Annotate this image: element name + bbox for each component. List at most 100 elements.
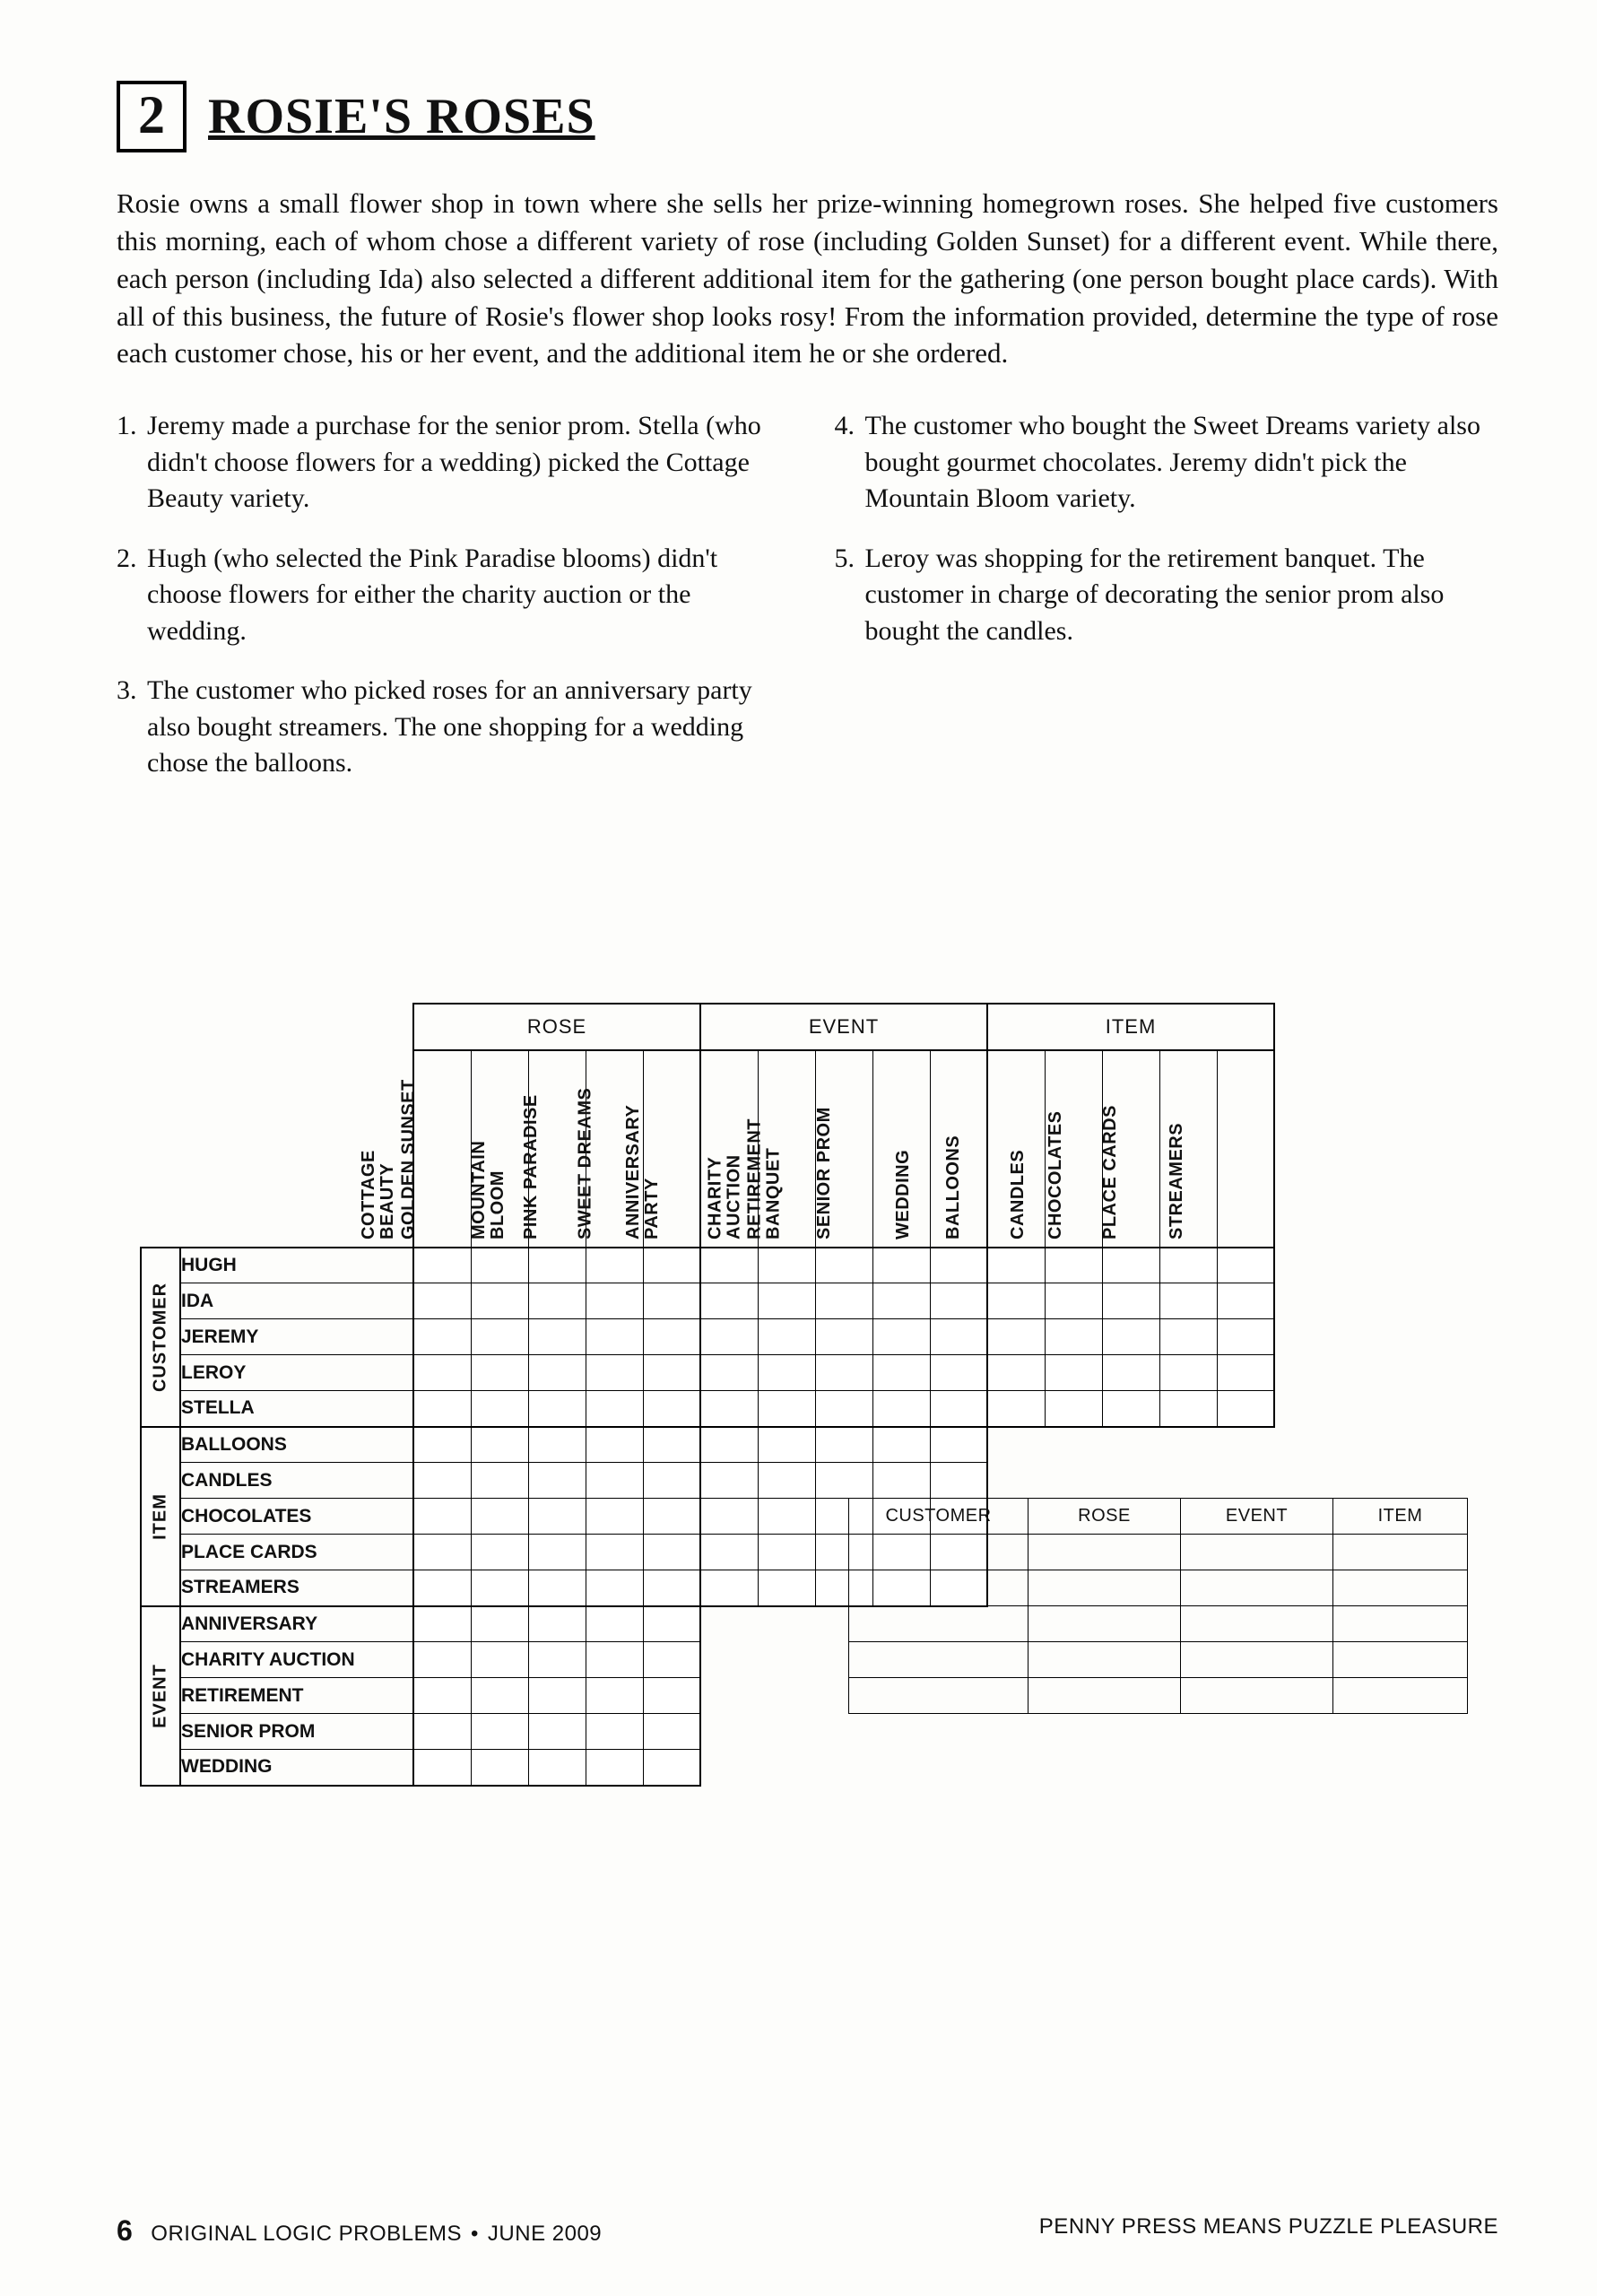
grid-cell[interactable] <box>872 1283 930 1319</box>
grid-cell[interactable] <box>758 1248 815 1283</box>
grid-cell[interactable] <box>1159 1319 1217 1355</box>
grid-cell[interactable] <box>700 1248 758 1283</box>
answer-cell[interactable] <box>849 1677 1029 1713</box>
grid-cell[interactable] <box>528 1714 586 1750</box>
grid-cell[interactable] <box>586 1606 643 1642</box>
grid-cell[interactable] <box>528 1499 586 1535</box>
answer-cell[interactable] <box>1029 1677 1181 1713</box>
answer-cell[interactable] <box>1333 1570 1468 1605</box>
grid-cell[interactable] <box>471 1248 528 1283</box>
grid-cell[interactable] <box>1102 1391 1159 1427</box>
answer-cell[interactable] <box>1333 1534 1468 1570</box>
grid-cell[interactable] <box>1045 1355 1102 1391</box>
grid-cell[interactable] <box>586 1355 643 1391</box>
grid-cell[interactable] <box>872 1391 930 1427</box>
grid-cell[interactable] <box>471 1319 528 1355</box>
grid-cell[interactable] <box>643 1463 700 1499</box>
answer-cell[interactable] <box>1333 1605 1468 1641</box>
grid-cell[interactable] <box>1045 1319 1102 1355</box>
grid-cell[interactable] <box>413 1391 471 1427</box>
grid-cell[interactable] <box>413 1714 471 1750</box>
answer-cell[interactable] <box>1181 1534 1333 1570</box>
grid-cell[interactable] <box>930 1248 987 1283</box>
grid-cell[interactable] <box>700 1283 758 1319</box>
grid-cell[interactable] <box>1217 1283 1274 1319</box>
grid-cell[interactable] <box>872 1427 930 1463</box>
grid-cell[interactable] <box>528 1427 586 1463</box>
grid-cell[interactable] <box>643 1391 700 1427</box>
grid-cell[interactable] <box>413 1535 471 1570</box>
grid-cell[interactable] <box>1159 1248 1217 1283</box>
grid-cell[interactable] <box>586 1750 643 1786</box>
grid-cell[interactable] <box>528 1319 586 1355</box>
grid-cell[interactable] <box>586 1248 643 1283</box>
grid-cell[interactable] <box>528 1283 586 1319</box>
grid-cell[interactable] <box>586 1283 643 1319</box>
grid-cell[interactable] <box>471 1391 528 1427</box>
grid-cell[interactable] <box>528 1642 586 1678</box>
grid-cell[interactable] <box>1159 1283 1217 1319</box>
grid-cell[interactable] <box>872 1355 930 1391</box>
grid-cell[interactable] <box>758 1283 815 1319</box>
grid-cell[interactable] <box>528 1606 586 1642</box>
grid-cell[interactable] <box>413 1319 471 1355</box>
answer-cell[interactable] <box>1029 1605 1181 1641</box>
grid-cell[interactable] <box>758 1535 815 1570</box>
grid-cell[interactable] <box>471 1427 528 1463</box>
grid-cell[interactable] <box>1217 1391 1274 1427</box>
grid-cell[interactable] <box>930 1391 987 1427</box>
grid-cell[interactable] <box>700 1427 758 1463</box>
grid-cell[interactable] <box>643 1642 700 1678</box>
answer-cell[interactable] <box>1333 1677 1468 1713</box>
grid-cell[interactable] <box>987 1319 1045 1355</box>
grid-cell[interactable] <box>643 1427 700 1463</box>
grid-cell[interactable] <box>758 1391 815 1427</box>
grid-cell[interactable] <box>471 1606 528 1642</box>
grid-cell[interactable] <box>643 1499 700 1535</box>
grid-cell[interactable] <box>700 1499 758 1535</box>
grid-cell[interactable] <box>872 1319 930 1355</box>
grid-cell[interactable] <box>471 1750 528 1786</box>
grid-cell[interactable] <box>815 1355 872 1391</box>
grid-cell[interactable] <box>413 1570 471 1606</box>
grid-cell[interactable] <box>758 1570 815 1606</box>
grid-cell[interactable] <box>815 1248 872 1283</box>
grid-cell[interactable] <box>758 1463 815 1499</box>
grid-cell[interactable] <box>471 1678 528 1714</box>
answer-cell[interactable] <box>1181 1641 1333 1677</box>
answer-cell[interactable] <box>1333 1641 1468 1677</box>
grid-cell[interactable] <box>1217 1355 1274 1391</box>
grid-cell[interactable] <box>586 1427 643 1463</box>
grid-cell[interactable] <box>987 1248 1045 1283</box>
grid-cell[interactable] <box>643 1283 700 1319</box>
grid-cell[interactable] <box>643 1750 700 1786</box>
grid-cell[interactable] <box>700 1463 758 1499</box>
grid-cell[interactable] <box>643 1248 700 1283</box>
answer-cell[interactable] <box>1181 1570 1333 1605</box>
grid-cell[interactable] <box>471 1642 528 1678</box>
grid-cell[interactable] <box>471 1535 528 1570</box>
grid-cell[interactable] <box>413 1606 471 1642</box>
grid-cell[interactable] <box>413 1678 471 1714</box>
grid-cell[interactable] <box>930 1463 987 1499</box>
answer-cell[interactable] <box>1029 1570 1181 1605</box>
grid-cell[interactable] <box>1217 1248 1274 1283</box>
grid-cell[interactable] <box>471 1283 528 1319</box>
grid-cell[interactable] <box>1045 1283 1102 1319</box>
grid-cell[interactable] <box>930 1355 987 1391</box>
answer-cell[interactable] <box>1029 1641 1181 1677</box>
grid-cell[interactable] <box>1217 1319 1274 1355</box>
grid-cell[interactable] <box>643 1319 700 1355</box>
grid-cell[interactable] <box>1045 1391 1102 1427</box>
grid-cell[interactable] <box>930 1283 987 1319</box>
grid-cell[interactable] <box>758 1319 815 1355</box>
grid-cell[interactable] <box>1102 1355 1159 1391</box>
grid-cell[interactable] <box>471 1499 528 1535</box>
grid-cell[interactable] <box>987 1283 1045 1319</box>
grid-cell[interactable] <box>471 1714 528 1750</box>
grid-cell[interactable] <box>1159 1391 1217 1427</box>
answer-cell[interactable] <box>849 1641 1029 1677</box>
grid-cell[interactable] <box>528 1750 586 1786</box>
grid-cell[interactable] <box>586 1642 643 1678</box>
grid-cell[interactable] <box>700 1319 758 1355</box>
